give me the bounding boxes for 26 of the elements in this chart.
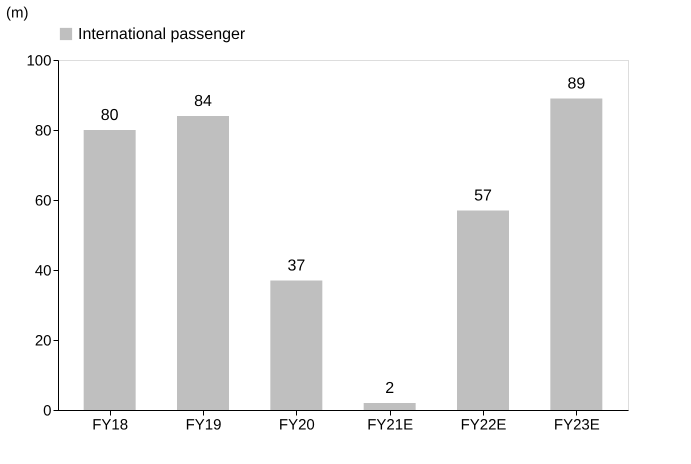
data-label: 84 xyxy=(194,93,212,110)
bar xyxy=(364,403,416,410)
bar xyxy=(457,210,509,410)
y-tick-label: 0 xyxy=(43,402,52,420)
data-label: 2 xyxy=(385,380,394,397)
y-axis-title: (m) xyxy=(6,4,28,22)
y-tick-label: 100 xyxy=(26,52,52,70)
x-tick-label: FY18 xyxy=(92,416,128,434)
y-tick-label: 60 xyxy=(34,192,52,210)
data-label: 89 xyxy=(567,76,586,92)
x-tick-label: FY20 xyxy=(278,416,315,434)
x-tick-label: FY19 xyxy=(186,416,222,434)
bar xyxy=(177,116,229,410)
legend-label: International passenger xyxy=(78,26,246,43)
bar xyxy=(550,98,602,410)
x-tick-label: FY23E xyxy=(554,416,600,434)
y-tick-label: 80 xyxy=(34,122,52,140)
y-tick-label: 20 xyxy=(34,332,52,350)
data-label: 57 xyxy=(474,188,492,204)
x-tick-label: FY21E xyxy=(367,416,414,434)
data-label: 37 xyxy=(287,258,306,274)
bar xyxy=(270,280,322,410)
x-tick-label: FY22E xyxy=(460,416,506,434)
data-label: 80 xyxy=(100,107,119,124)
y-tick-label: 40 xyxy=(34,262,52,280)
bar xyxy=(84,130,136,410)
